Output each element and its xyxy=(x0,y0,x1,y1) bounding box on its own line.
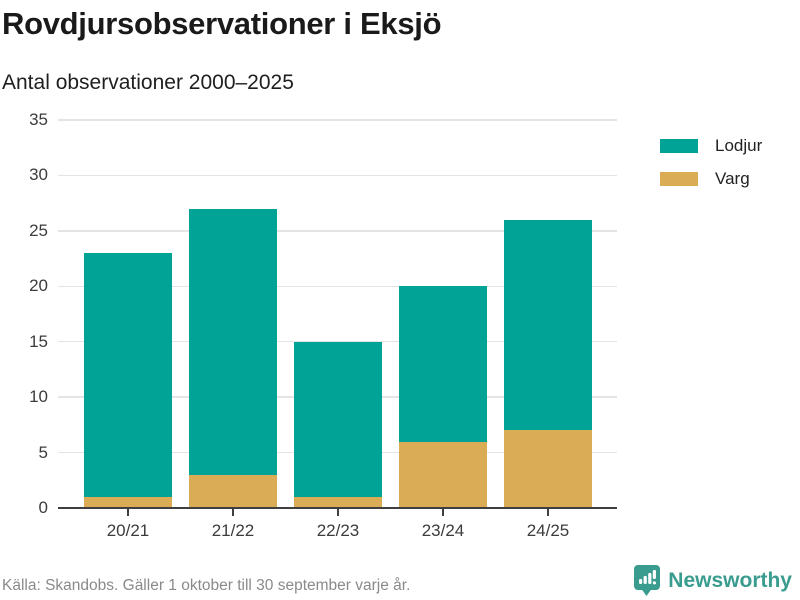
source-note: Källa: Skandobs. Gäller 1 oktober till 3… xyxy=(2,577,411,594)
y-axis-tick-5: 5 xyxy=(38,442,48,462)
x-axis-line xyxy=(58,506,617,509)
chart-title: Rovdjursobservationer i Eksjö xyxy=(2,6,442,41)
bar-22-23-lodjur xyxy=(294,341,382,497)
legend-label-varg: Varg xyxy=(715,169,750,188)
legend-item-varg: Varg xyxy=(660,169,762,189)
bar-20-21-varg xyxy=(84,496,172,508)
x-axis-tick-23-24 xyxy=(442,508,444,516)
x-axis-label-21-22: 21/22 xyxy=(211,521,255,540)
bar-21-22-lodjur xyxy=(189,208,277,475)
bar-23-24-lodjur xyxy=(399,286,487,442)
gridline-20 xyxy=(58,285,617,288)
x-axis-label-20-21: 20/21 xyxy=(106,521,150,540)
bar-24-25-lodjur xyxy=(504,219,592,431)
y-axis-tick-15: 15 xyxy=(29,331,48,351)
legend: Lodjur Varg xyxy=(660,136,762,202)
y-axis-tick-20: 20 xyxy=(29,276,48,296)
bar-chart-speech-bubble-icon xyxy=(634,565,661,596)
chart-subtitle: Antal observationer 2000–2025 xyxy=(2,71,294,94)
x-axis-tick-24-25 xyxy=(547,508,549,516)
gridline-30 xyxy=(58,174,617,177)
legend-label-lodjur: Lodjur xyxy=(715,136,763,155)
y-axis-tick-25: 25 xyxy=(29,220,48,240)
x-axis-tick-20-21 xyxy=(127,508,129,516)
y-axis-tick-10: 10 xyxy=(29,387,48,407)
brand-name: Newsworthy xyxy=(668,568,792,592)
y-axis-tick-0: 0 xyxy=(38,498,48,517)
x-axis-label-24-25: 24/25 xyxy=(526,521,570,540)
x-axis-label-23-24: 23/24 xyxy=(421,521,465,540)
legend-item-lodjur: Lodjur xyxy=(660,136,762,156)
bar-23-24-varg xyxy=(399,441,487,508)
y-axis-tick-35: 35 xyxy=(29,110,48,129)
x-axis-tick-22-23 xyxy=(337,508,339,516)
gridline-25 xyxy=(58,230,617,232)
legend-swatch-varg xyxy=(660,172,698,186)
gridline-35 xyxy=(58,119,617,121)
plot-area: 0 5 10 15 20 25 30 35 20/21 21/22 22/23 23/24 24/25 xyxy=(29,110,617,540)
bar-22-23-varg xyxy=(294,496,382,508)
newsworthy-brand[interactable]: Newsworthy xyxy=(633,564,792,597)
bar-21-22-varg xyxy=(189,474,277,508)
bar-24-25-varg xyxy=(504,430,592,508)
legend-swatch-lodjur xyxy=(660,139,698,153)
x-axis-tick-21-22 xyxy=(232,508,234,516)
y-axis-tick-30: 30 xyxy=(29,165,48,185)
gridline-15 xyxy=(58,340,617,343)
x-axis-label-22-23: 22/23 xyxy=(316,521,360,540)
bar-20-21-lodjur xyxy=(84,253,172,497)
